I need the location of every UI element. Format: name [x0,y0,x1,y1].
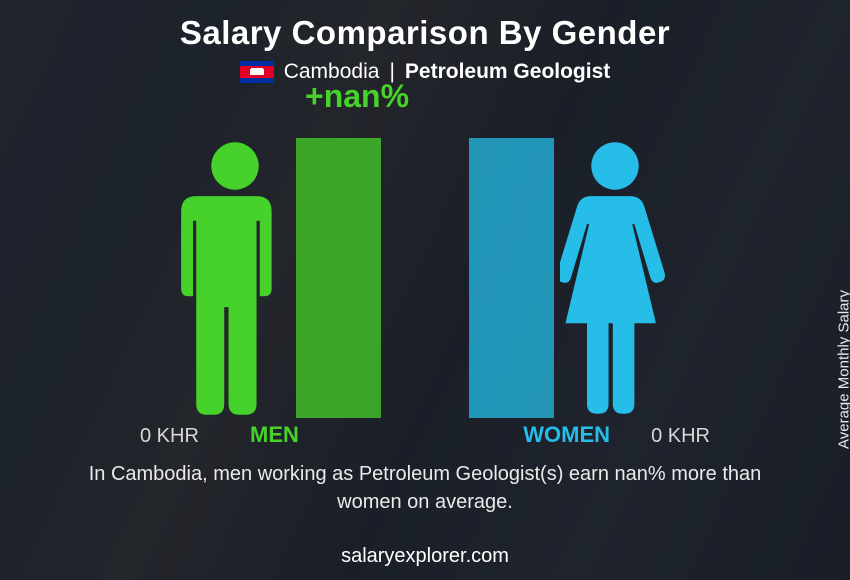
women-value-label: 0 KHR [651,425,710,448]
difference-label: +nan% [305,78,409,115]
y-axis-label: Average Monthly Salary [836,290,850,449]
men-group [180,138,387,418]
male-icon [180,138,290,418]
summary-text: In Cambodia, men working as Petroleum Ge… [60,460,790,516]
women-bar [469,138,554,418]
men-value-label: 0 KHR [140,425,199,448]
page-title: Salary Comparison By Gender [0,0,850,52]
subtitle-job: Petroleum Geologist [405,60,610,84]
men-bar [296,138,381,418]
subtitle-row: Cambodia | Petroleum Geologist [0,60,850,84]
female-icon [560,138,670,418]
footer-source: salaryexplorer.com [0,545,850,568]
comparison-chart: +nan% 0 KHR MEN WOMEN 0 [150,98,700,448]
women-category-label: WOMEN [523,422,610,448]
men-category-label: MEN [250,422,299,448]
cambodia-flag-icon [240,61,274,83]
women-group [463,138,670,418]
